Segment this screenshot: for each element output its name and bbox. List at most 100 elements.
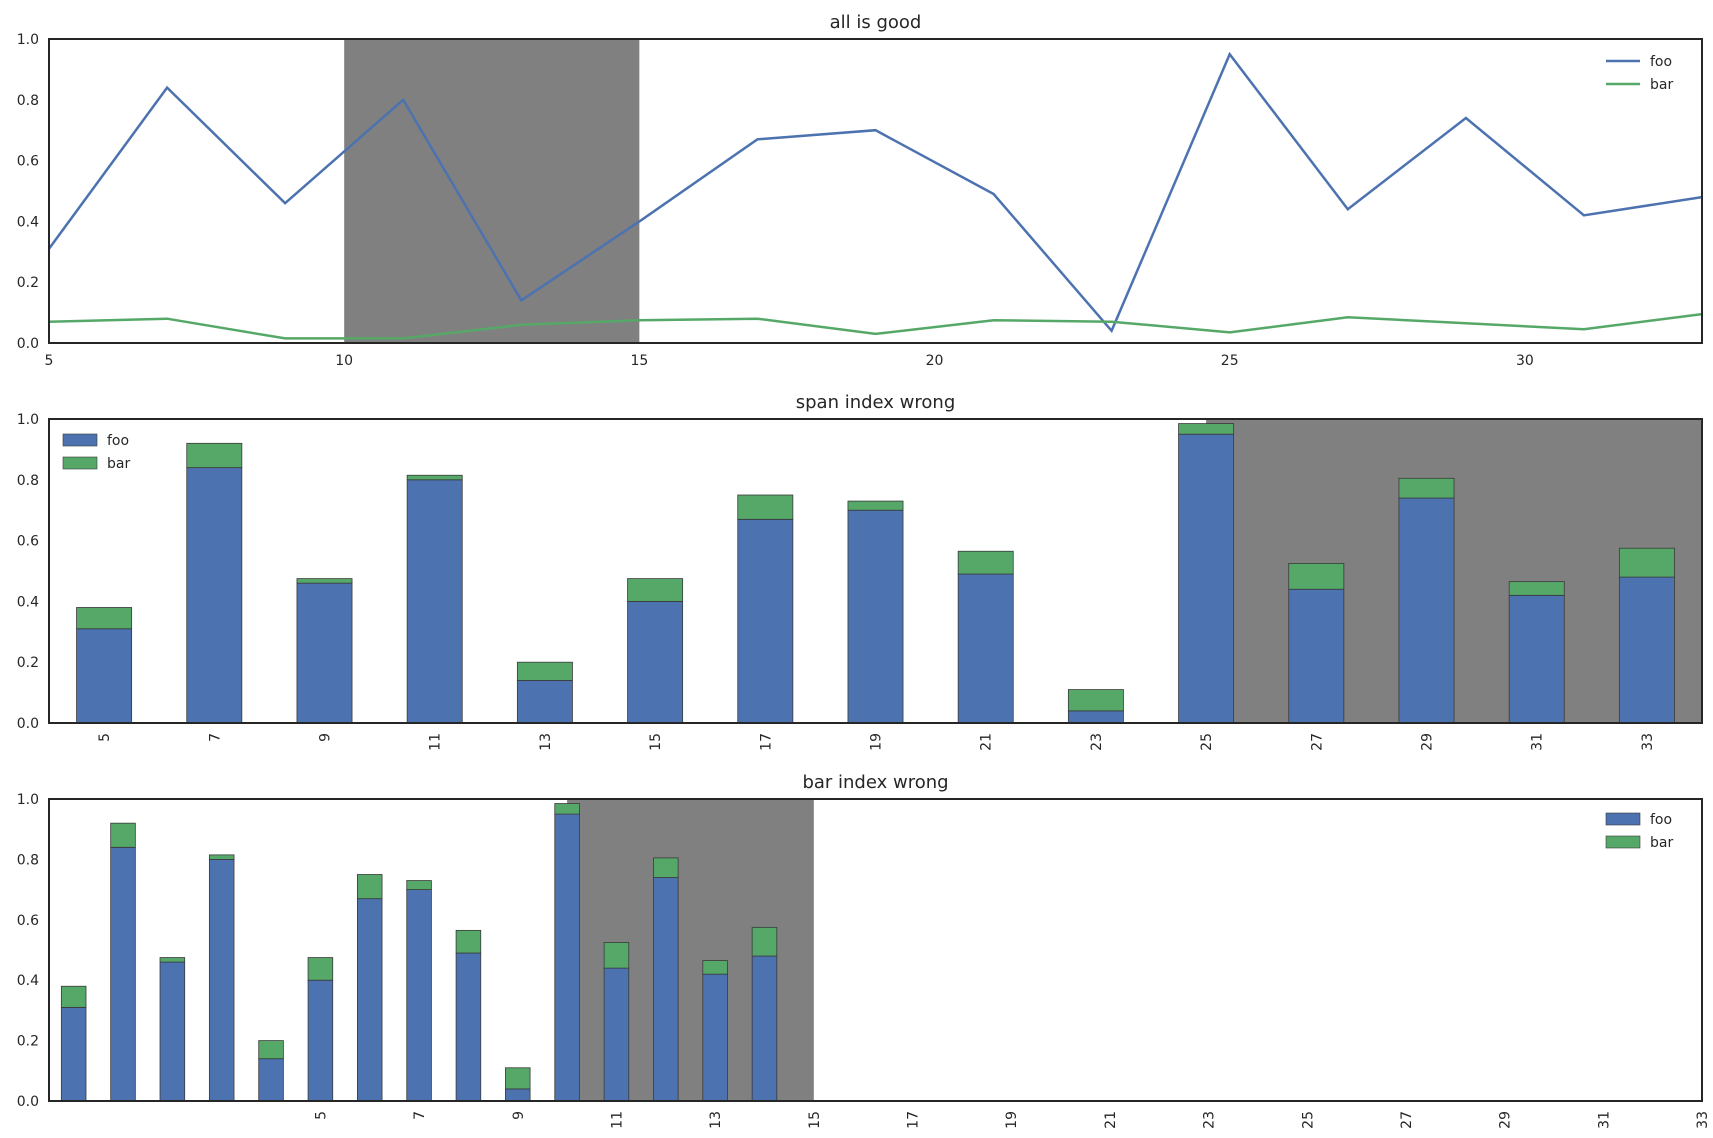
bar-bar — [1618, 547, 1675, 578]
bar-bar — [208, 854, 235, 860]
bar-bar — [751, 926, 778, 957]
x-tick-label: 17 — [906, 1111, 922, 1129]
bar-bar — [603, 942, 630, 969]
y-tick-label: 0.8 — [17, 93, 39, 109]
x-tick-label: 11 — [428, 733, 444, 751]
bar-foo — [847, 509, 904, 724]
x-tick-label: 19 — [1004, 1111, 1020, 1129]
bar-bar — [516, 661, 573, 681]
x-tick-label: 21 — [979, 733, 995, 751]
bar-foo — [653, 877, 679, 1102]
span-highlight — [344, 39, 640, 343]
y-tick-label: 0.4 — [17, 973, 39, 989]
x-tick-label: 21 — [1103, 1111, 1119, 1129]
x-tick-label: 13 — [538, 733, 554, 751]
legend-swatch-bar — [1605, 835, 1641, 849]
bar-bar — [1508, 581, 1565, 596]
bar-foo — [76, 628, 133, 724]
x-tick-label: 5 — [97, 733, 113, 742]
legend-label-bar: bar — [1650, 835, 1673, 851]
bar-foo — [406, 889, 432, 1102]
bar-foo — [159, 961, 186, 1102]
chart-all-is-good: all is good 0.0 0.2 0.4 0.6 0.8 1.0 5 10 15 20 25 30… — [17, 12, 1703, 369]
x-tick-label: 20 — [926, 353, 944, 369]
bar-bar — [737, 494, 794, 520]
bar-bar — [653, 857, 679, 878]
x-tick-label: 30 — [1516, 353, 1534, 369]
x-tick-label: 7 — [207, 733, 223, 742]
x-tick-label: 31 — [1530, 733, 1546, 751]
bar-bar — [110, 822, 136, 848]
bar-foo — [1618, 576, 1675, 724]
chart-title: all is good — [830, 12, 922, 33]
legend-label-bar: bar — [107, 456, 130, 472]
y-tick-label: 0.8 — [17, 473, 39, 489]
bar-foo — [406, 479, 463, 724]
bar-bar — [1398, 477, 1455, 499]
bar-foo — [554, 813, 580, 1102]
bar-foo — [356, 898, 383, 1102]
axes-frame — [48, 418, 1703, 724]
x-tick-label: 9 — [511, 1111, 527, 1120]
bar-foo — [737, 518, 794, 724]
x-tick-label: 25 — [1300, 1111, 1316, 1129]
legend-swatch-bar — [62, 456, 98, 470]
x-tick-label: 33 — [1695, 1111, 1711, 1129]
y-tick-label: 0.2 — [17, 655, 39, 671]
bar-foo — [505, 1088, 531, 1102]
bar-foo — [258, 1058, 284, 1102]
x-tick-label: 25 — [1199, 733, 1215, 751]
bar-foo — [60, 1006, 87, 1102]
bar-foo — [455, 952, 482, 1102]
bar-bar — [406, 880, 432, 890]
bar-bar — [957, 550, 1014, 575]
bar-foo — [1178, 433, 1235, 724]
y-tick-label: 0.6 — [17, 913, 39, 929]
bar-bar — [296, 578, 353, 584]
bar-foo — [702, 973, 728, 1102]
bar-bar — [1067, 689, 1124, 712]
bar-foo — [751, 955, 778, 1102]
x-tick-label: 27 — [1399, 1111, 1415, 1129]
x-tick-label: 7 — [412, 1111, 428, 1120]
bar-foo — [1067, 710, 1124, 724]
x-tick-label: 9 — [318, 733, 334, 742]
y-tick-label: 0.8 — [17, 852, 39, 868]
bar-bar — [1288, 563, 1345, 590]
bar-bar — [258, 1040, 284, 1060]
legend-swatch-foo — [62, 433, 98, 447]
y-tick-label: 0.2 — [17, 275, 39, 291]
x-tick-label: 19 — [869, 733, 885, 751]
bar-bar — [60, 985, 87, 1008]
bar-foo — [186, 467, 243, 724]
bar-foo — [1398, 497, 1455, 724]
y-tick-label: 0.0 — [17, 1094, 39, 1110]
series-line-foo — [47, 51, 1703, 334]
x-tick-label: 15 — [630, 353, 648, 369]
bar-bar — [159, 957, 186, 963]
bar-bar — [505, 1067, 531, 1090]
axes-frame — [48, 798, 1703, 1102]
y-tick-label: 0.6 — [17, 154, 39, 170]
bar-foo — [1508, 594, 1565, 724]
legend-label-foo: foo — [1650, 812, 1672, 828]
x-tick-label: 11 — [609, 1111, 625, 1129]
bar-bar — [406, 474, 463, 481]
y-tick-label: 0.0 — [17, 336, 39, 352]
x-tick-label: 13 — [708, 1111, 724, 1129]
y-tick-label: 1.0 — [17, 792, 39, 808]
chart-title: bar index wrong — [802, 772, 948, 793]
bar-foo — [307, 979, 334, 1102]
bar-bar — [627, 578, 684, 602]
x-tick-label: 23 — [1202, 1111, 1218, 1129]
chart-title: span index wrong — [796, 392, 956, 413]
y-tick-label: 0.0 — [17, 716, 39, 732]
bar-foo — [296, 582, 353, 724]
bar-bar — [455, 929, 482, 954]
bar-foo — [957, 573, 1014, 724]
x-tick-label: 15 — [807, 1111, 823, 1129]
legend-swatch-foo — [1605, 812, 1641, 826]
bar-bar — [356, 874, 383, 900]
bar-bar — [554, 803, 580, 815]
